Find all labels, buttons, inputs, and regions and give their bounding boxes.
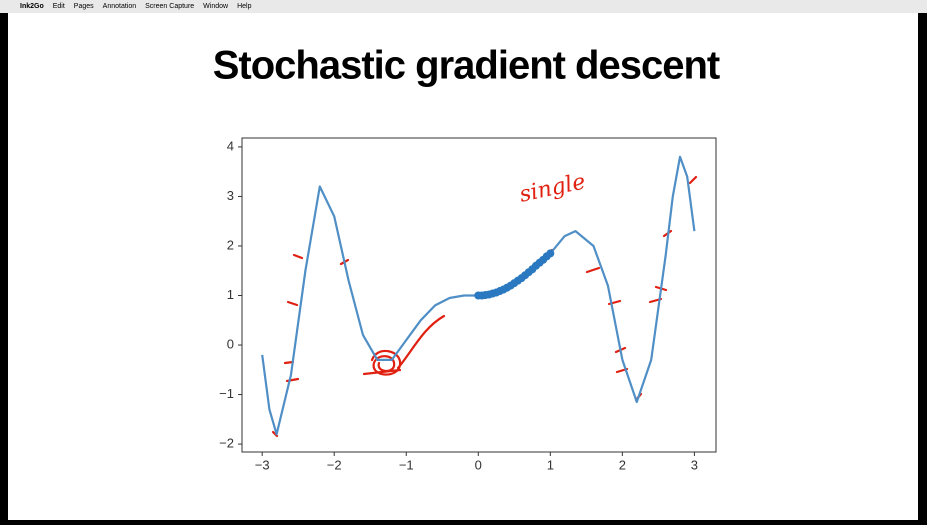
- y-tick-label: 1: [227, 287, 234, 302]
- menu-item[interactable]: Edit: [52, 3, 65, 10]
- y-tick-label: 3: [227, 188, 234, 203]
- x-tick-label: −2: [327, 457, 342, 472]
- slide-title: Stochastic gradient descent: [213, 44, 720, 88]
- y-tick-label: −1: [219, 386, 234, 401]
- x-tick-label: 2: [619, 457, 626, 472]
- y-tick-label: −2: [219, 436, 234, 451]
- menu-item[interactable]: Help: [237, 3, 252, 10]
- menu-item[interactable]: Window: [203, 3, 229, 10]
- ink-strokes: [271, 175, 698, 438]
- menu-item[interactable]: Annotation: [102, 3, 137, 10]
- sample-point: [546, 249, 555, 258]
- menu-item[interactable]: Screen Capture: [145, 3, 195, 10]
- x-tick-label: 0: [475, 457, 482, 472]
- x-tick-label: 3: [691, 457, 698, 472]
- app-name[interactable]: Ink2Go: [20, 3, 44, 10]
- x-tick-label: 1: [547, 457, 554, 472]
- menu-item[interactable]: Pages: [73, 3, 94, 10]
- slide: [8, 13, 918, 520]
- y-tick-label: 0: [227, 336, 234, 351]
- menu-bar: Ink2Go Edit Pages Annotation Screen Capture…: [0, 0, 927, 13]
- handwritten-note: single: [517, 169, 587, 207]
- y-tick-label: 4: [227, 138, 234, 153]
- x-tick-label: −3: [255, 457, 270, 472]
- x-tick-label: −1: [399, 457, 414, 472]
- y-tick-label: 2: [227, 237, 234, 252]
